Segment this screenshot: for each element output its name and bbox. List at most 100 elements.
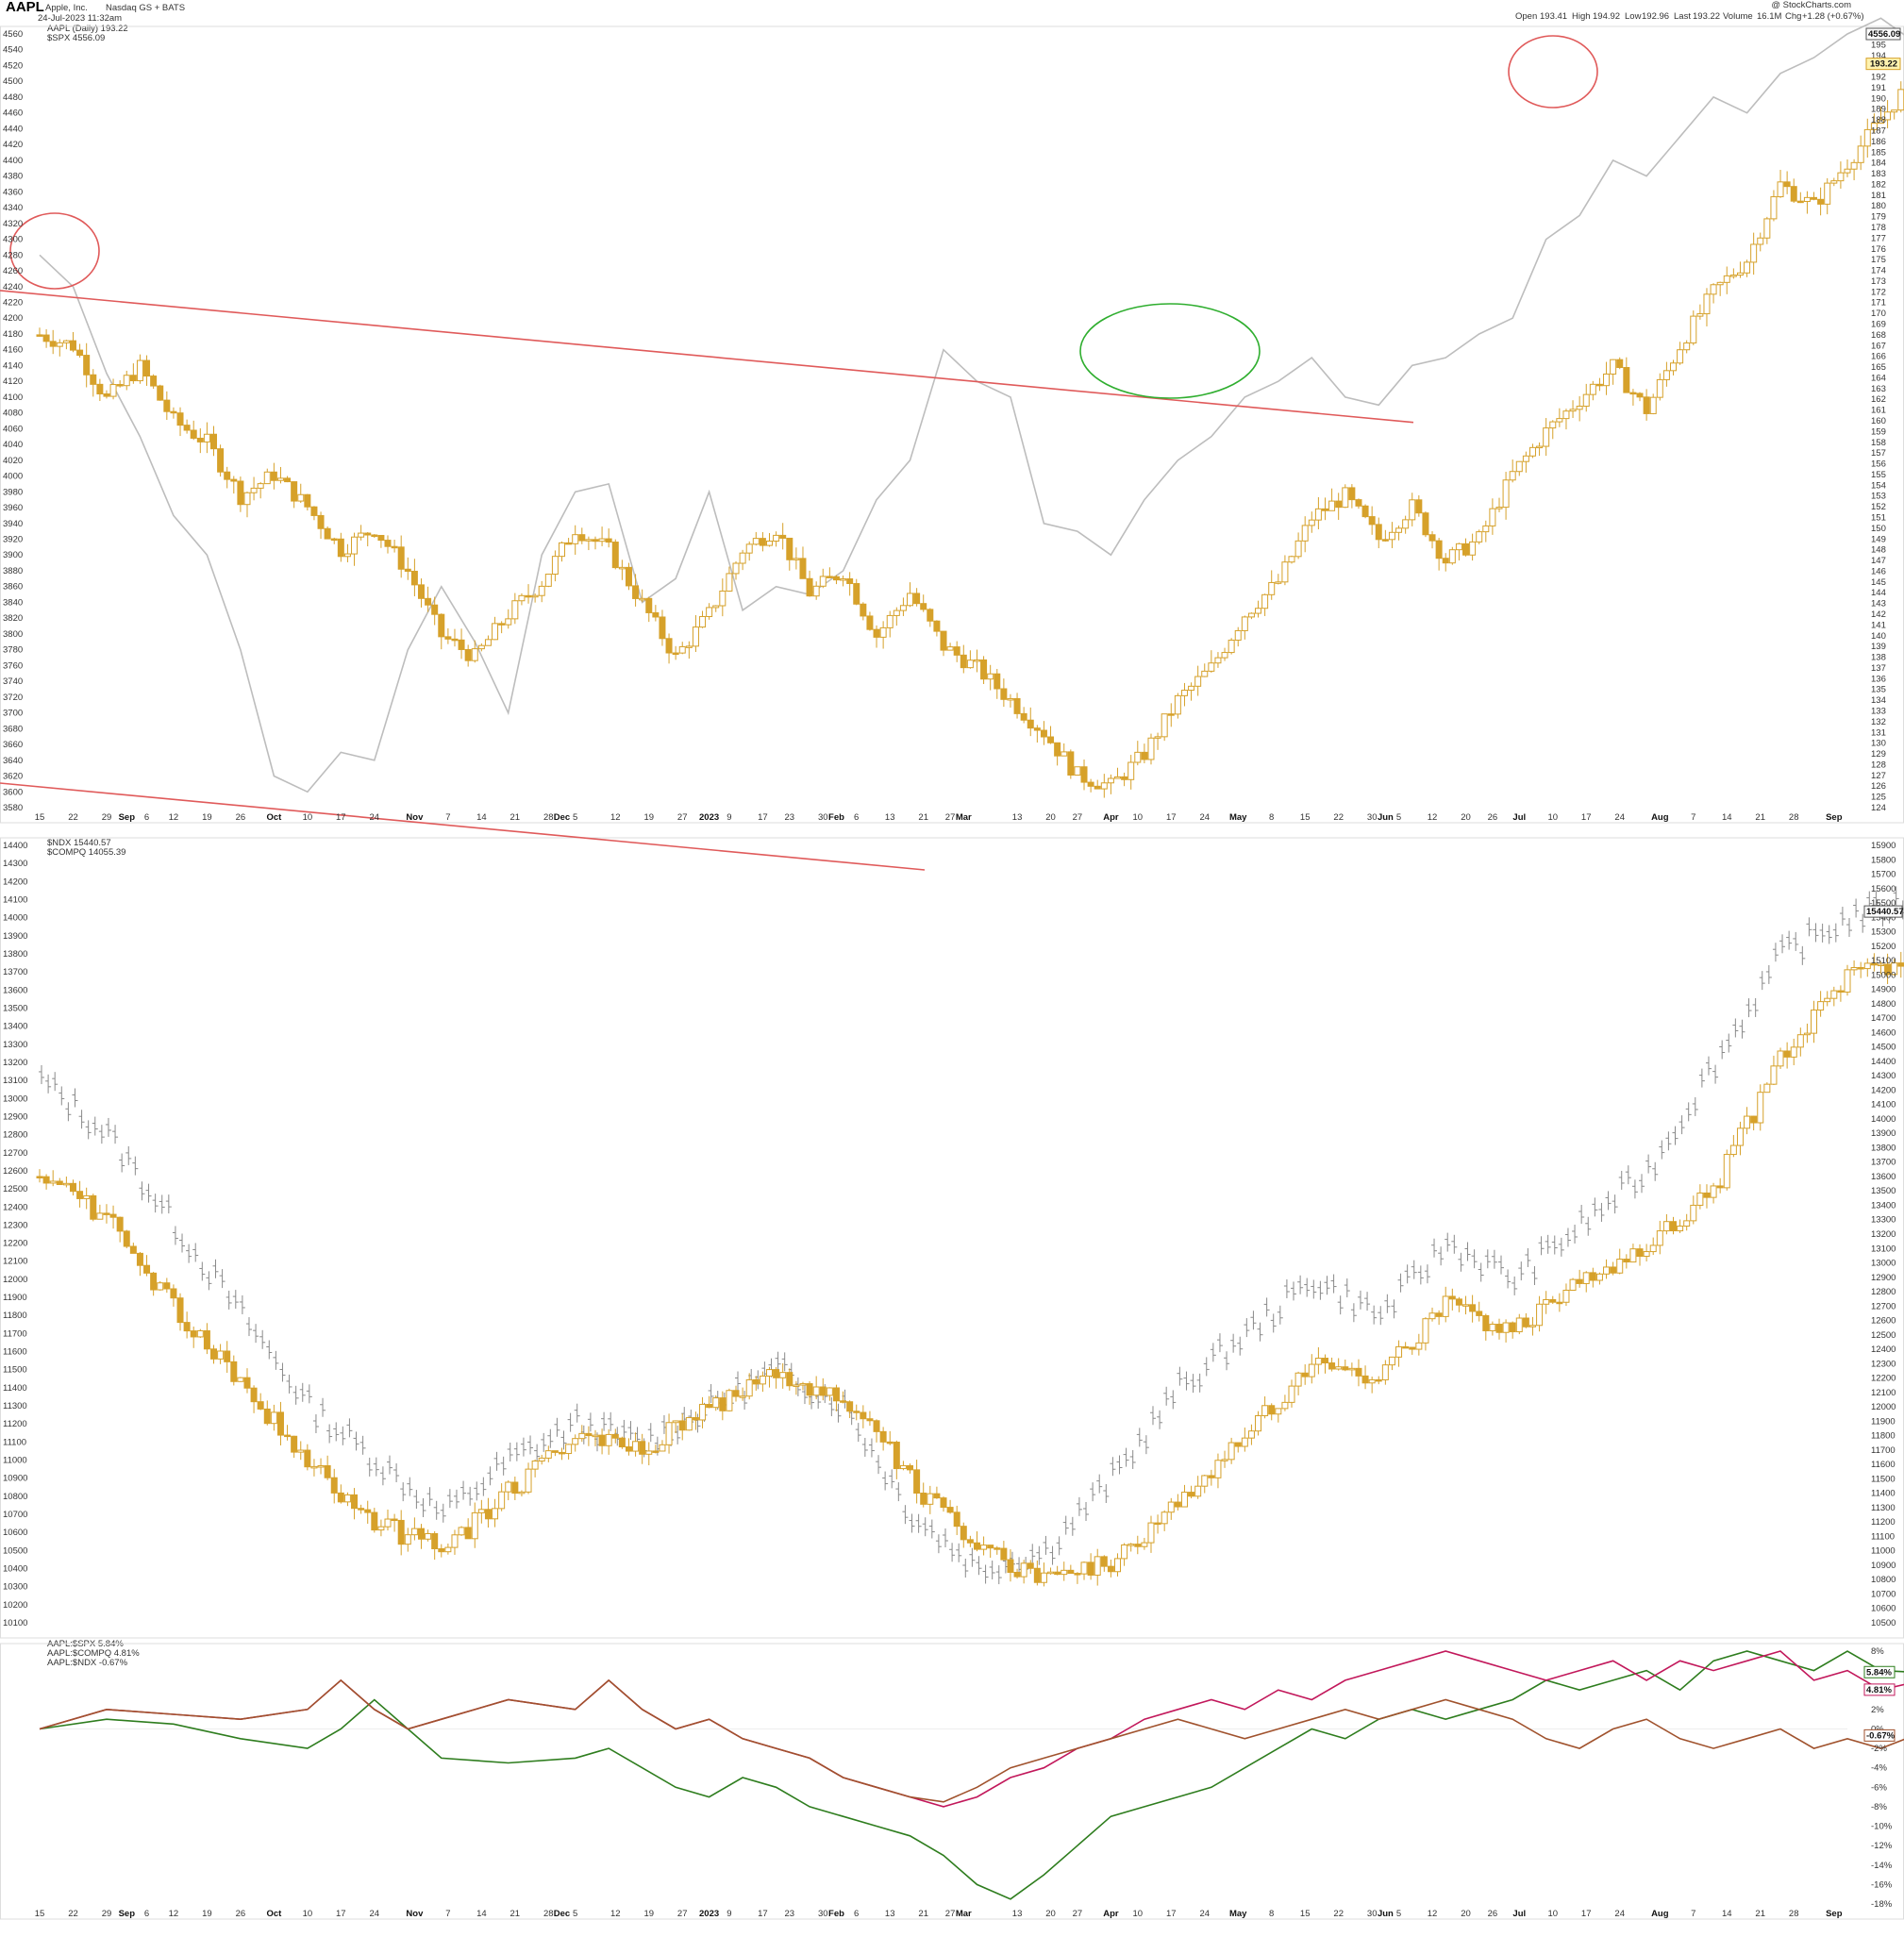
aapl-candle-body [1174,694,1181,715]
compq-axis-tick-12800: 12800 [3,1130,27,1141]
aapl-candle-body [1649,396,1657,414]
aapl-candle-body [1549,421,1557,429]
aapl-candle-body [1027,719,1034,729]
ndx-axis-tick-12200: 12200 [1871,1374,1896,1384]
ndx-candle-body [773,1369,780,1378]
x-label-1-23: 23 [785,812,795,823]
aapl-axis-tick-186: 186 [1871,137,1886,147]
compq-axis-tick-12500: 12500 [3,1184,27,1194]
compq-axis-tick-11700: 11700 [3,1328,27,1339]
aapl-candle-body [310,506,318,516]
x-label-2-14: 14 [1722,1909,1732,1919]
ndx-candle-body [1729,1144,1737,1156]
last-label: Last [1674,11,1691,22]
compq-axis-tick-13900: 13900 [3,931,27,942]
compq-axis-tick-11200: 11200 [3,1419,27,1429]
chg-label: Chg [1785,11,1801,22]
aapl-candle-body [1830,180,1838,184]
compq-axis-tick-11800: 11800 [3,1311,27,1321]
aapl-candle-body [1402,519,1410,529]
ndx-candle-body [1636,1248,1644,1258]
aapl-candle-body [873,628,880,638]
ndx-candle-body [377,1526,385,1531]
spx-axis-tick-4180: 4180 [3,329,23,340]
ndx-candle-body [1348,1367,1356,1371]
aapl-axis-tick-163: 163 [1871,384,1886,394]
spx-axis-tick-3900: 3900 [3,550,23,560]
aapl-axis-tick-166: 166 [1871,352,1886,362]
x-label-2-27: 27 [677,1909,688,1919]
aapl-candle-body [458,639,465,650]
aapl-candle-body [531,594,539,598]
aapl-candle-body [123,375,130,387]
ndx-candle-body [1589,1272,1596,1281]
x-label-1-13: 13 [885,812,895,823]
aapl-candle-body [451,638,459,642]
aapl-candle-body [1013,697,1021,714]
ndx-candle-body [1616,1259,1624,1274]
x-label-2-26: 26 [236,1909,246,1919]
ndx-candle-body [538,1457,545,1462]
aapl-candle-body [1616,359,1624,369]
compq-axis-tick-11100: 11100 [3,1437,26,1447]
aapl-axis-tick-142: 142 [1871,609,1886,620]
spx-axis-tick-4320: 4320 [3,219,23,229]
aapl-candle-body [1528,446,1536,457]
ndx-candle-body [765,1369,773,1378]
x-label-2-Sep: Sep [119,1909,136,1919]
ndx-candle-body [1047,1571,1055,1575]
low-value: 192.96 [1642,11,1669,22]
aapl-candle-body [779,534,787,539]
ndx-axis-tick-11300: 11300 [1871,1503,1896,1513]
x-label-1-26: 26 [236,812,246,823]
low-label: Low [1625,11,1642,22]
compq-axis-tick-10600: 10600 [3,1528,27,1538]
aapl-candle-body [1094,785,1101,790]
aapl-candle-body [1696,313,1704,317]
ndx-candle-body [685,1417,693,1431]
aapl-candle-body [431,604,439,615]
spx-axis-tick-4380: 4380 [3,172,23,182]
aapl-candle-body [1803,196,1811,203]
ndx-candle-body [505,1481,512,1493]
aapl-candle-body [1000,688,1008,700]
aapl-candle-body [739,552,746,564]
aapl-candle-body [492,623,499,641]
ndx-candle-body [739,1395,746,1398]
x-label-1-15: 15 [1300,812,1311,823]
aapl-candle-body [337,538,344,558]
upper-trendline [0,290,1414,424]
ndx-candle-body [1757,1092,1764,1124]
ndx-last-tag [1863,905,1903,918]
x-label-1-Oct: Oct [266,812,282,823]
ratio-compq-tag [1863,1683,1896,1696]
x-label-2-13: 13 [1012,1909,1023,1919]
aapl-candle-body [893,609,900,616]
ndx-candle-body [1061,1569,1068,1576]
aapl-axis-tick-160: 160 [1871,416,1886,426]
ndx-candle-body [109,1213,117,1218]
ndx-candle-body [1669,1221,1677,1232]
ndx-axis-tick-15600: 15600 [1871,884,1896,894]
compq-axis-tick-10200: 10200 [3,1600,27,1611]
aapl-candle-body [953,646,960,656]
ndx-candle-body [960,1526,967,1541]
x-label-1-8: 8 [1269,812,1274,823]
ndx-candle-body [1556,1301,1563,1305]
aapl-candle-body [511,600,519,620]
ndx-candle-body [846,1401,854,1412]
x-label-1-7: 7 [1691,812,1695,823]
ndx-candle-body [1476,1311,1483,1316]
ndx-candle-body [1629,1248,1637,1263]
aapl-candle-body [484,639,492,646]
aapl-candle-body [1442,558,1449,564]
aapl-candle-body [1669,362,1677,372]
ndx-axis-tick-11500: 11500 [1871,1474,1896,1484]
aapl-candle-body [1247,612,1255,618]
x-label-1-26: 26 [1488,812,1498,823]
ndx-axis-tick-12100: 12100 [1871,1388,1896,1398]
compq-axis-tick-12400: 12400 [3,1202,27,1212]
ndx-candle-body [933,1493,941,1499]
aapl-candle-body [1629,392,1637,395]
